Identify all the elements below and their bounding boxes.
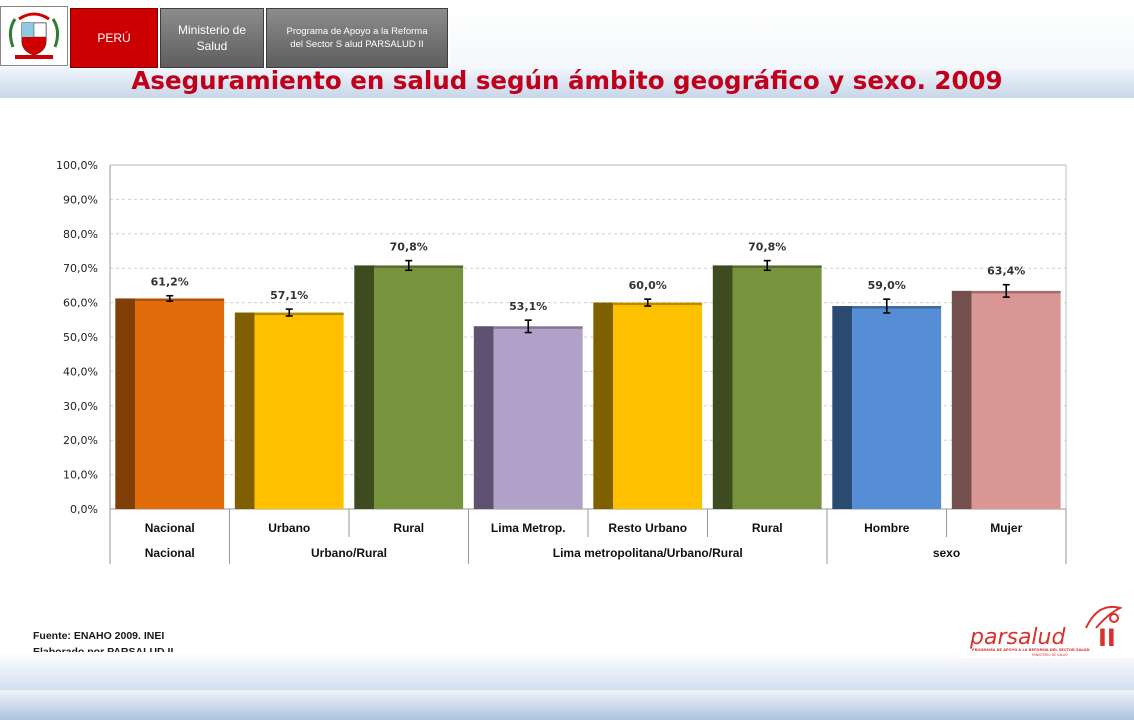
group-label: sexo [933,546,960,560]
bar-side [951,290,972,509]
page-title: Aseguramiento en salud según ámbito geog… [131,66,1003,95]
data-label: 59,0% [868,279,906,292]
category-label: Rural [752,521,783,535]
y-tick-label: 40,0% [63,365,98,378]
data-label: 53,1% [509,300,547,313]
peru-label: PERÚ [97,31,131,45]
category-label: Nacional [145,521,195,535]
category-label: Urbano [268,521,310,535]
bar-side [115,298,135,509]
group-label: Urbano/Rural [311,546,387,560]
data-label: 63,4% [987,265,1025,278]
y-tick-label: 0,0% [70,503,98,516]
y-tick-label: 100,0% [56,159,98,172]
y-tick-label: 60,0% [63,297,98,310]
footer-stripe [0,690,1134,720]
y-tick-label: 10,0% [63,469,98,482]
logo-subline: MINISTERIO DE SALUD [1032,653,1068,657]
data-label: 70,8% [748,241,786,254]
crest-logo [0,6,68,66]
category-label: Rural [393,521,424,535]
peru-crest-icon [8,12,60,59]
source-line-1: Fuente: ENAHO 2009. INEI [33,630,165,642]
data-label: 70,8% [390,241,428,254]
category-label: Resto Urbano [608,521,687,535]
y-tick-label: 30,0% [63,400,98,413]
data-label: 57,1% [270,289,308,302]
bar-side [832,306,852,509]
programa-label: Programa de Apoyo a la Reforma del Secto… [286,26,428,50]
category-label: Mujer [990,521,1022,535]
logo-name: parsalud [969,625,1066,650]
bar-side [354,265,374,509]
programa-button[interactable]: Programa de Apoyo a la Reforma del Secto… [266,8,448,68]
bar-side [712,265,733,509]
category-label: Hombre [864,521,910,535]
bar-side [593,302,613,509]
group-label: Lima metropolitana/Urbano/Rural [553,546,743,560]
bar-side [473,326,494,509]
data-label: 61,2% [151,276,189,289]
logo-tagline: PROGRAMA DE APOYO A LA REFORMA DEL SECTO… [972,648,1089,652]
y-tick-label: 90,0% [63,193,98,206]
ministerio-label: Ministerio de Salud [177,23,247,53]
bar-side [234,312,255,509]
category-label: Lima Metrop. [491,521,566,535]
ministerio-button[interactable]: Ministerio de Salud [160,8,264,68]
y-tick-label: 20,0% [63,434,98,447]
y-tick-label: 80,0% [63,228,98,241]
parsalud-logo-icon: parsalud II PROGRAMA DE APOYO A LA REFOR… [969,606,1123,657]
y-tick-label: 50,0% [63,331,98,344]
peru-button[interactable]: PERÚ [70,8,158,68]
logo-numeral: II [1098,624,1116,652]
header-band [450,8,1134,68]
y-tick-label: 70,0% [63,262,98,275]
parsalud-logo: parsalud II PROGRAMA DE APOYO A LA REFOR… [958,598,1134,658]
data-label: 60,0% [629,279,667,292]
bar-chart: 0,0% 10,0% 20,0% 30,0% 40,0% 50,0% 60,0% 70,0% 8… [56,159,1067,564]
group-label: Nacional [145,546,195,560]
